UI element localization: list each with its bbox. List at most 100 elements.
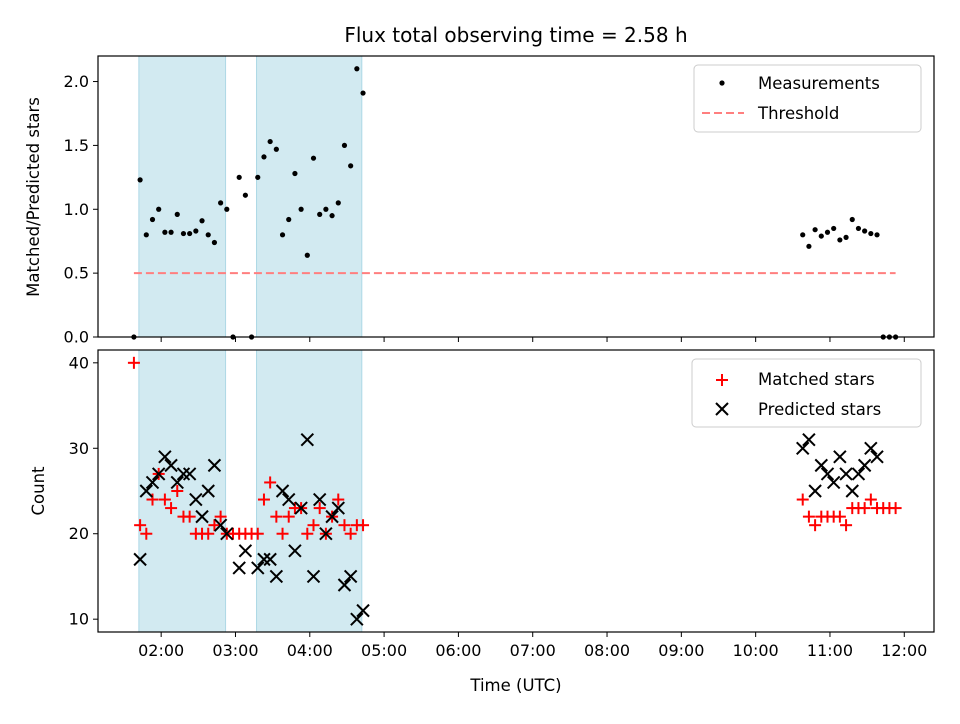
predicted-star-marker [133,552,147,567]
predicted-star-marker [269,569,284,584]
measurement-point [341,142,348,149]
marker-stroke [263,552,277,567]
bottom-y-axis-label: Count [29,466,48,516]
x-tick-label: 08:00 [584,641,630,660]
marker-stroke [195,509,209,524]
legend-matched-label: Matched stars [758,370,875,389]
matched-star-marker [165,502,178,515]
legend-matched-marker [716,374,728,386]
marker-stroke [170,475,184,490]
marker-stroke [350,612,364,626]
x-tick-label: 02:00 [138,641,184,660]
y-tick-label: 10 [69,610,89,629]
measurement-point [329,213,335,219]
marker-stroke [176,467,191,481]
legend-predicted-label: Predicted stars [758,400,881,419]
x-tick-label: 05:00 [361,641,407,660]
matched-star-marker [344,527,357,540]
marker-stroke [213,518,228,532]
matched-star-marker [889,502,902,515]
measurement-point [310,155,317,161]
top-y-ticks: 0.0 0.5 1.0 1.5 2.0 [64,72,98,347]
marker-stroke [331,501,345,515]
predicted-star-marker [350,612,364,626]
measurement-point [354,66,360,72]
bottom-observation-spans [138,349,363,633]
predicted-star-marker [325,509,339,524]
measurement-point [806,243,812,249]
predicted-star-marker [294,501,308,515]
predicted-star-marker [195,509,209,524]
predicted-star-marker [343,569,358,584]
marker-stroke [325,509,339,524]
measurement-point [168,229,174,235]
legend-threshold-label: Threshold [757,104,839,123]
predicted-star-marker [158,450,172,464]
measurement-point [261,154,267,160]
measurement-point [837,237,843,243]
predicted-star-marker [356,603,370,618]
measurement-point [855,225,862,232]
predicted-star-marker [151,467,166,481]
bottom-x-ticks: 02:00 03:00 04:00 05:00 06:00 07:00 08:00 09:00… [138,632,927,660]
measurement-point [193,228,199,234]
measurement-point [224,206,230,212]
legend-measurements-marker [719,80,725,86]
marker-stroke [802,433,816,447]
y-tick-label: 2.0 [64,72,89,91]
measurement-point [824,229,831,235]
matched-star-marker [802,510,815,523]
predicted-star-marker [851,467,866,481]
matched-star-marker [214,510,227,523]
measurement-point [242,192,248,198]
measurement-point [286,216,292,223]
matched-star-marker [264,476,277,489]
predicted-star-marker [145,475,160,490]
marker-stroke [189,492,203,507]
marker-stroke [182,467,197,481]
predicted-star-marker [238,544,253,558]
y-tick-label: 40 [69,353,89,372]
matched-star-marker [833,510,846,523]
predicted-star-marker [170,475,184,490]
predicted-star-marker [319,527,333,541]
x-axis-label: Time (UTC) [469,676,561,695]
predicted-star-marker [288,544,302,558]
marker-stroke [282,492,296,507]
measurement-point [800,232,806,238]
predicted-star-marker [257,552,271,567]
marker-stroke [201,484,215,498]
chart-title: Flux total observing time = 2.58 h [344,23,687,47]
marker-stroke [275,484,290,498]
measurement-point [162,229,168,235]
predicted-star-marker [796,441,810,455]
marker-stroke [839,467,853,481]
top-legend-box [693,64,922,133]
y-tick-label: 20 [69,524,89,543]
marker-stroke [356,603,370,618]
predicted-star-marker [337,578,352,592]
bottom-legend-box [691,358,922,428]
predicted-star-marker [864,441,878,455]
measurement-point [279,232,286,238]
marker-stroke [269,569,284,584]
marker-stroke [232,561,246,575]
predicted-star-marker [839,467,853,481]
measurement-point [304,252,310,258]
predicted-star-marker [857,458,872,473]
marker-stroke [337,578,352,592]
measurement-point [218,200,224,206]
measurement-point [348,163,354,169]
marker-stroke [851,467,866,481]
marker-stroke [158,450,172,464]
predicted-star-marker [300,433,315,447]
marker-stroke [238,544,253,558]
matched-star-marker [307,519,320,532]
predicted-star-marker [164,458,178,473]
measurement-point [849,216,855,223]
top-panel: 0.00.51.01.52.0 Matched/Predicted stars … [24,55,935,347]
marker-stroke [826,475,841,490]
marker-stroke [833,450,847,464]
marker-stroke [251,561,265,575]
y-tick-label: 30 [69,439,89,458]
